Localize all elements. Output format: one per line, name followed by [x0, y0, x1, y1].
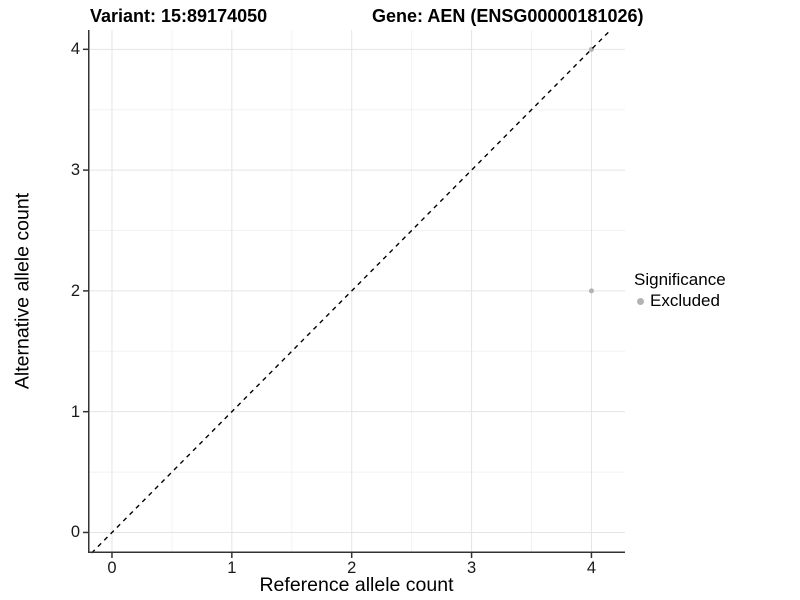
legend-point-icon [637, 297, 644, 305]
plot-panel [83, 29, 625, 558]
y-tick-label: 3 [70, 160, 80, 179]
y-tick-label: 4 [70, 40, 80, 59]
legend-item-label: Excluded [650, 291, 720, 310]
plot-title-variant: Variant: 15:89174050 [90, 6, 268, 26]
x-tick-label: 2 [347, 559, 357, 577]
identity-line [91, 29, 612, 554]
x-tick-label: 1 [227, 559, 237, 577]
y-tick-label: 2 [70, 281, 80, 300]
legend-item-excluded: Excluded [634, 291, 726, 311]
plot-title-gene: Gene: AEN (ENSG00000181026) [372, 6, 644, 26]
legend: Significance Excluded [634, 269, 726, 311]
y-axis-label: Alternative allele count [11, 192, 34, 390]
x-tick-label: 4 [586, 559, 597, 577]
scatter-point [588, 288, 594, 294]
legend-title: Significance [634, 270, 726, 289]
y-tick-label: 0 [70, 523, 80, 542]
x-tick-label: 3 [466, 559, 477, 577]
y-tick-label: 1 [70, 402, 80, 421]
x-axis-label: Reference allele count [259, 574, 454, 596]
x-tick-label: 0 [107, 559, 117, 577]
